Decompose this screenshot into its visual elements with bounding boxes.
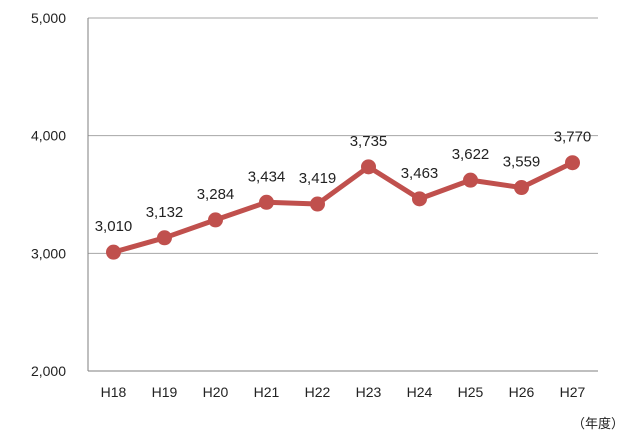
grid-lines bbox=[88, 17, 598, 372]
x-unit-label: （年度） bbox=[572, 416, 624, 431]
data-label: 3,010 bbox=[95, 218, 133, 235]
x-tick-label: H23 bbox=[356, 384, 382, 400]
data-point bbox=[463, 172, 478, 188]
data-label: 3,463 bbox=[401, 165, 439, 182]
x-tick-label: H25 bbox=[458, 384, 484, 400]
data-points bbox=[106, 155, 580, 260]
data-label: 3,434 bbox=[248, 168, 286, 185]
data-label: 3,284 bbox=[197, 186, 235, 203]
y-tick-label: 4,000 bbox=[31, 128, 66, 144]
x-tick-labels: H18 H19 H20 H21 H22 H23 H24 H25 H26 H27 bbox=[101, 384, 586, 400]
data-point bbox=[208, 212, 223, 228]
x-tick-label: H21 bbox=[254, 384, 280, 400]
data-labels: 3,010 3,132 3,284 3,434 3,419 3,735 3,463 3,622… bbox=[95, 129, 592, 235]
data-point bbox=[361, 159, 376, 175]
data-point bbox=[412, 191, 427, 207]
data-label: 3,132 bbox=[146, 204, 184, 221]
data-point bbox=[310, 196, 325, 212]
data-point bbox=[106, 244, 121, 260]
data-label: 3,770 bbox=[554, 129, 592, 146]
series-line bbox=[111, 160, 575, 255]
x-tick-label: H24 bbox=[407, 384, 433, 400]
x-tick-label: H18 bbox=[101, 384, 127, 400]
data-label: 3,622 bbox=[452, 146, 490, 163]
x-tick-label: H22 bbox=[305, 384, 331, 400]
x-tick-label: H27 bbox=[560, 384, 586, 400]
x-tick-label: H19 bbox=[152, 384, 178, 400]
x-tick-label: H26 bbox=[509, 384, 535, 400]
data-point bbox=[514, 180, 529, 196]
data-point bbox=[259, 194, 274, 210]
data-point bbox=[157, 230, 172, 246]
data-label: 3,419 bbox=[299, 170, 337, 187]
y-tick-label: 3,000 bbox=[31, 245, 66, 261]
data-point bbox=[565, 155, 580, 171]
x-tick-label: H20 bbox=[203, 384, 229, 400]
y-tick-labels: 2,000 3,000 4,000 5,000 bbox=[31, 10, 66, 379]
data-label: 3,735 bbox=[350, 133, 388, 150]
y-tick-label: 5,000 bbox=[31, 10, 66, 26]
data-label: 3,559 bbox=[503, 154, 541, 171]
y-tick-label: 2,000 bbox=[31, 363, 66, 379]
